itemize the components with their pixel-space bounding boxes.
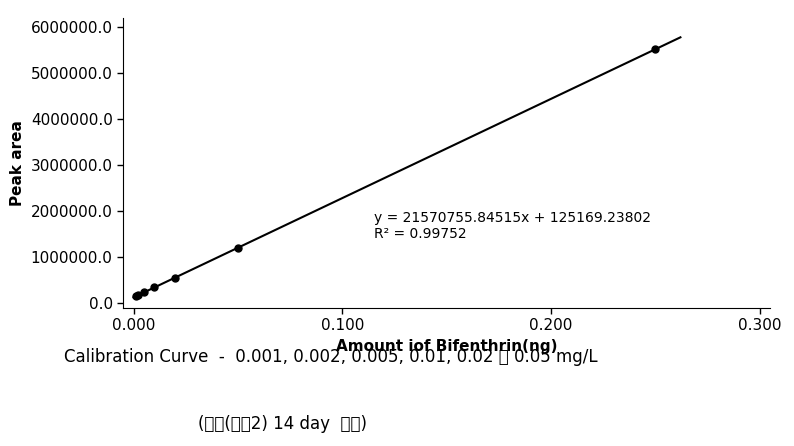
X-axis label: Amount iof Bifenthrin(ng): Amount iof Bifenthrin(ng) bbox=[336, 339, 557, 354]
Text: y = 21570755.84515x + 125169.23802
R² = 0.99752: y = 21570755.84515x + 125169.23802 R² = … bbox=[373, 211, 650, 241]
Text: (시료(포장2) 14 day  적용): (시료(포장2) 14 day 적용) bbox=[198, 415, 368, 433]
Text: Calibration Curve  -  0.001, 0.002, 0.005, 0.01, 0.02 및 0.05 mg/L: Calibration Curve - 0.001, 0.002, 0.005,… bbox=[64, 348, 597, 366]
Y-axis label: Peak area: Peak area bbox=[10, 120, 25, 206]
Point bbox=[649, 45, 661, 53]
Point bbox=[129, 293, 142, 300]
Point bbox=[137, 289, 150, 296]
Point bbox=[232, 244, 245, 251]
Point bbox=[131, 292, 144, 299]
Point bbox=[148, 284, 160, 291]
Point bbox=[169, 274, 182, 281]
